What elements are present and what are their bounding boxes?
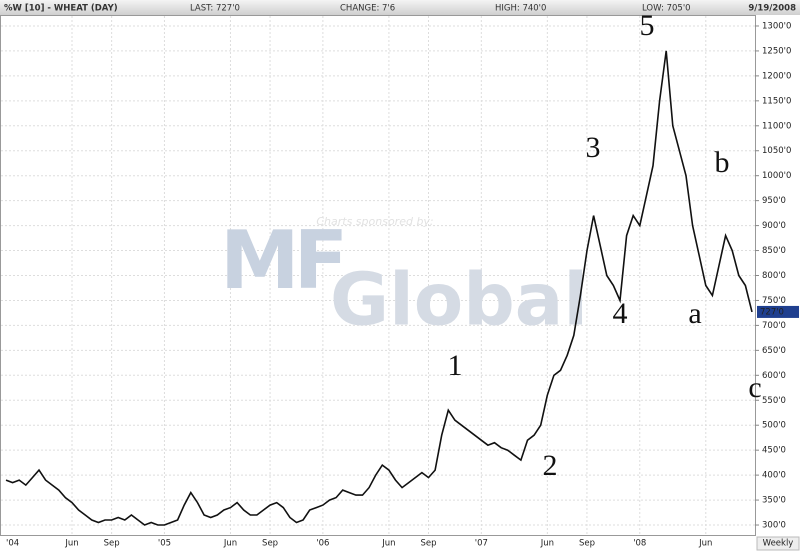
wave-label: 1 [448, 349, 463, 382]
x-tick-label: Jun [698, 539, 712, 549]
y-tick-label: 650'0 [762, 346, 786, 356]
price-line [5, 50, 753, 526]
x-tick-label: Jun [64, 539, 78, 549]
y-tick-label: 350'0 [762, 496, 786, 506]
y-tick-label: 900'0 [762, 221, 786, 231]
x-tick-label: '07 [475, 539, 488, 549]
y-tick-label: 850'0 [762, 246, 786, 256]
x-tick-label: '08 [633, 539, 646, 549]
date: 9/19/2008 [748, 4, 796, 14]
y-tick-label: 750'0 [762, 296, 786, 306]
y-tick-label: 450'0 [762, 446, 786, 456]
watermark-logo: Global [330, 258, 588, 342]
x-tick-label: Sep [420, 539, 436, 549]
x-tick-label: '06 [316, 539, 329, 549]
change: CHANGE: 7'6 [340, 4, 395, 14]
y-tick-label: 550'0 [762, 396, 786, 406]
y-tick-label: 300'0 [762, 521, 786, 531]
period-button[interactable] [756, 536, 800, 551]
y-tick-label: 1100'0 [762, 121, 791, 131]
header-bar [0, 0, 800, 15]
wave-label: b [715, 146, 730, 179]
low: LOW: 705'0 [642, 4, 691, 14]
wave-label: 3 [586, 131, 601, 164]
last-tag-label: 727'0 [760, 307, 784, 317]
x-tick-label: Sep [262, 539, 278, 549]
y-tick-label: 1300'0 [762, 21, 791, 31]
last-tag [757, 305, 799, 318]
y-tick-label: 1250'0 [762, 46, 791, 56]
y-tick-label: 700'0 [762, 321, 786, 331]
y-tick-label: 950'0 [762, 196, 786, 206]
x-tick-label: '04 [6, 539, 19, 549]
y-tick-label: 1000'0 [762, 171, 791, 181]
wave-label: 2 [543, 449, 558, 482]
y-tick-label: 400'0 [762, 471, 786, 481]
last: LAST: 727'0 [190, 4, 240, 14]
y-tick-label: 1200'0 [762, 71, 791, 81]
x-tick-label: Sep [104, 539, 120, 549]
wave-label: 4 [613, 297, 628, 330]
x-tick-label: '05 [158, 539, 171, 549]
x-tick-label: Jun [223, 539, 237, 549]
x-tick-label: Jun [540, 539, 554, 549]
symbol: %W [10] - WHEAT (DAY) [4, 4, 118, 14]
y-tick-label: 1050'0 [762, 146, 791, 156]
x-tick-label: Jun [381, 539, 395, 549]
high: HIGH: 740'0 [495, 4, 546, 14]
x-tick-label: Sep [579, 539, 595, 549]
wave-label: c [748, 371, 761, 404]
wave-label: 5 [640, 9, 655, 42]
y-tick-label: 800'0 [762, 271, 786, 281]
y-tick-label: 600'0 [762, 371, 786, 381]
y-tick-label: 500'0 [762, 421, 786, 431]
y-tick-label: 1150'0 [762, 96, 791, 106]
watermark-logo: MF [220, 214, 342, 307]
wave-label: a [688, 297, 701, 330]
watermark-caption: Charts sponsored by: [316, 215, 433, 228]
period-button-label[interactable]: Weekly [763, 539, 794, 549]
